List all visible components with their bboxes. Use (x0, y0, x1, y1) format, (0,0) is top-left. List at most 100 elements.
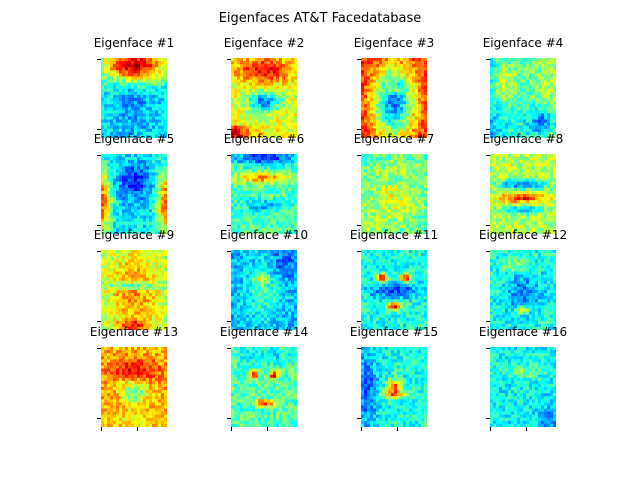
heatmap-cell (146, 88, 150, 93)
heatmap-cell (128, 181, 132, 186)
heatmap-cell (149, 221, 153, 226)
heatmap-cell (514, 166, 518, 170)
heatmap-cell (421, 230, 425, 234)
heatmap-cell (544, 215, 548, 219)
heatmap-cell (490, 134, 494, 138)
heatmap-cell (376, 221, 380, 226)
heatmap-cell (113, 125, 117, 130)
heatmap-cell (424, 178, 427, 182)
heatmap-cell (538, 88, 542, 93)
heatmap-cell (246, 85, 250, 90)
heatmap-cell (424, 122, 427, 126)
heatmap-cell (264, 128, 268, 133)
heatmap-cell (119, 215, 123, 219)
heatmap-cell (104, 58, 108, 62)
heatmap-cell (276, 169, 280, 173)
heatmap-cell (409, 61, 413, 65)
heatmap-cell (397, 154, 401, 158)
heatmap-cell (394, 94, 398, 99)
heatmap-cell (113, 104, 117, 108)
heatmap-cell (110, 259, 114, 263)
heatmap-cell (379, 128, 383, 133)
heatmap-cell (517, 230, 521, 234)
heatmap-cell (116, 250, 120, 254)
heatmap-cell (373, 116, 377, 120)
heatmap-cell (511, 187, 515, 192)
heatmap-cell (137, 290, 141, 294)
heatmap-cell (107, 107, 111, 111)
heatmap-cell (282, 131, 286, 136)
heatmap-cell (391, 91, 395, 96)
heatmap-cell (550, 131, 554, 136)
heatmap-cell (273, 163, 277, 167)
heatmap-cell (532, 98, 536, 102)
heatmap-cell (394, 175, 398, 179)
heatmap-cell (137, 224, 141, 229)
heatmap-cell (499, 101, 503, 105)
heatmap-cell (490, 154, 494, 158)
heatmap-cell (550, 61, 554, 65)
heatmap-cell (379, 70, 383, 74)
heatmap-cell (125, 85, 129, 90)
heatmap-cell (113, 190, 117, 195)
heatmap-cell (240, 197, 244, 201)
heatmap-cell (415, 224, 419, 229)
heatmap-cell (294, 218, 297, 222)
heatmap-cell (288, 125, 292, 130)
heatmap-cell (544, 128, 548, 133)
heatmap-cell (113, 107, 117, 111)
heatmap-cell (385, 116, 389, 120)
heatmap-cell (496, 157, 500, 161)
heatmap-cell (113, 256, 117, 260)
heatmap-cell (382, 94, 386, 99)
heatmap-cell (273, 172, 277, 176)
heatmap-cell (116, 224, 120, 229)
heatmap-cell (291, 73, 295, 77)
heatmap-cell (282, 128, 286, 133)
heatmap-cell (490, 91, 494, 96)
heatmap-cell (544, 64, 548, 68)
heatmap-cell (252, 70, 256, 74)
heatmap-cell (128, 163, 132, 167)
heatmap-cell (101, 262, 105, 266)
heatmap-cell (270, 209, 274, 213)
heatmap-cell (119, 230, 123, 234)
heatmap-cell (403, 218, 407, 222)
heatmap-cell (520, 218, 524, 222)
heatmap-cell (131, 94, 135, 99)
heatmap-cell (146, 113, 150, 117)
heatmap-cell (276, 187, 280, 192)
heatmap-cell (412, 215, 416, 219)
heatmap-cell (246, 206, 250, 210)
heatmap-cell (511, 197, 515, 201)
heatmap-cell (140, 190, 144, 195)
heatmap-cell (502, 212, 506, 216)
heatmap-cell (273, 110, 277, 114)
heatmap-cell (379, 218, 383, 222)
heatmap-cell (493, 206, 497, 210)
heatmap-cell (553, 227, 556, 232)
heatmap-cell (514, 190, 518, 195)
heatmap-cell (152, 172, 156, 176)
heatmap-cell (406, 131, 410, 136)
heatmap-cell (140, 128, 144, 133)
heatmap-cell (418, 116, 422, 120)
heatmap-cell (367, 160, 371, 164)
heatmap-cell (394, 125, 398, 130)
heatmap-cell (385, 64, 389, 68)
heatmap-cell (373, 131, 377, 136)
heatmap-cell (152, 206, 156, 210)
heatmap-cell (496, 169, 500, 173)
heatmap-cell (424, 128, 427, 133)
heatmap-cell (529, 166, 533, 170)
heatmap-cell (258, 157, 262, 161)
heatmap-cell (119, 250, 123, 254)
heatmap-cell (550, 166, 554, 170)
heatmap-cell (415, 212, 419, 216)
heatmap-cell (252, 166, 256, 170)
heatmap-cell (237, 190, 241, 195)
heatmap-cell (514, 187, 518, 192)
heatmap-cell (511, 107, 515, 111)
heatmap-cell (249, 218, 253, 222)
heatmap-cell (391, 134, 395, 138)
